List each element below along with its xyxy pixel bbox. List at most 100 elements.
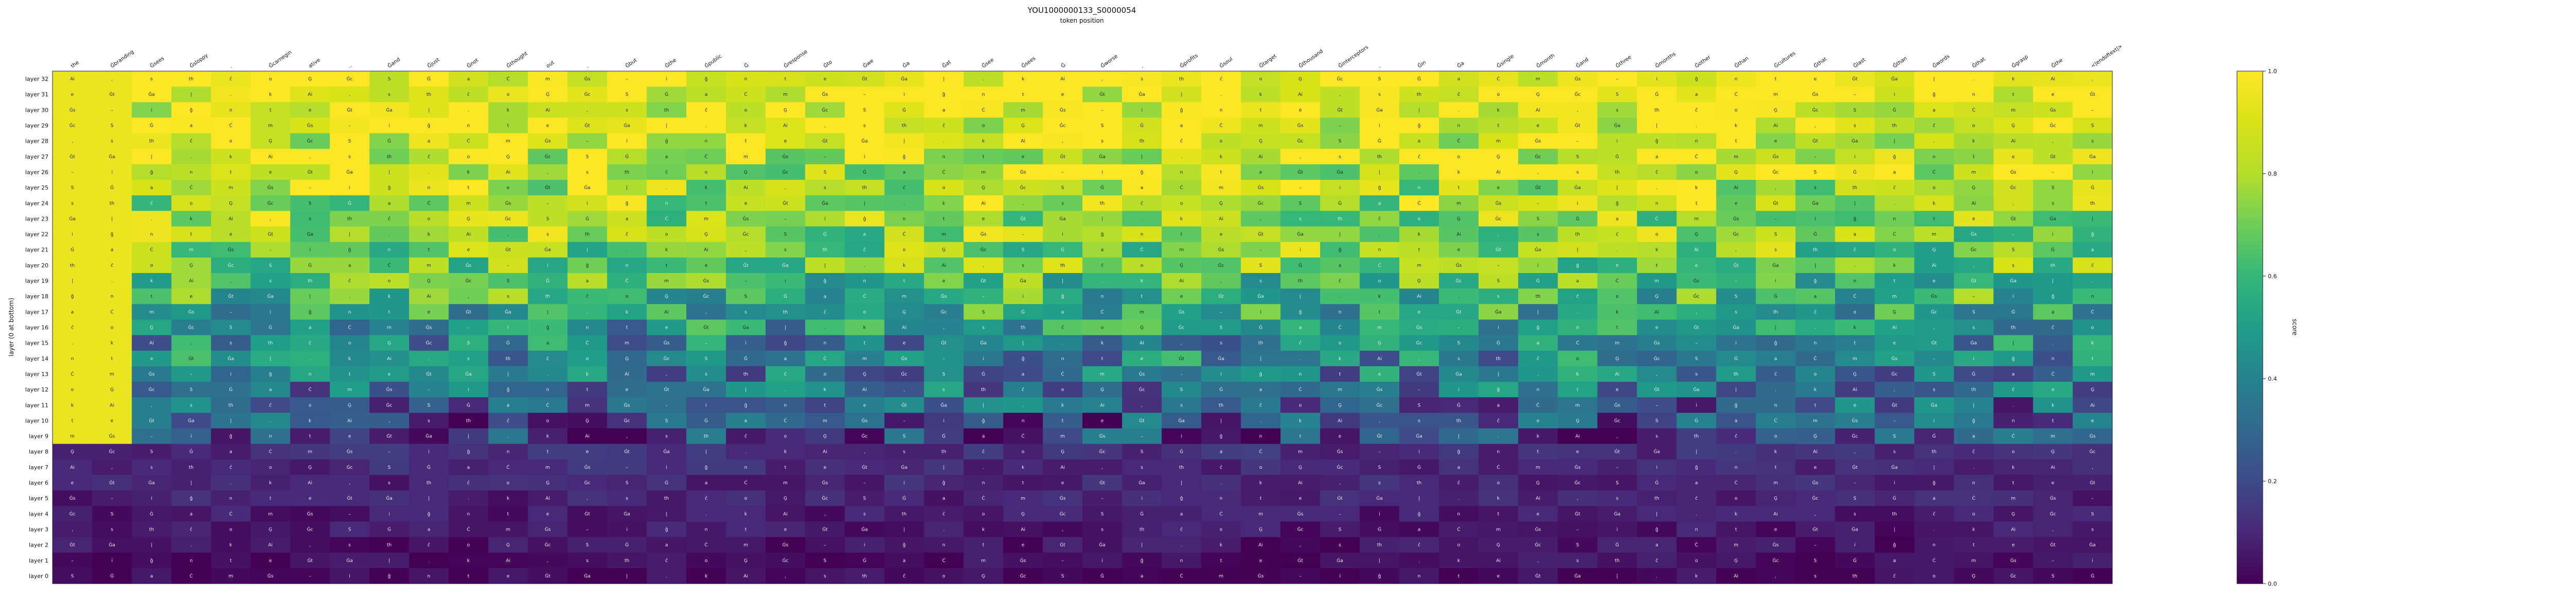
heatmap-cell-label: o [942,185,945,191]
heatmap-cell [1518,257,1558,274]
heatmap-cell-label: m [1496,139,1501,144]
heatmap-cell [726,226,766,243]
heatmap-cell [726,273,766,289]
heatmap-cell-label: i [1498,326,1499,331]
heatmap-cell-label: Ġ [1536,278,1540,284]
heatmap-cell-label: S [2091,512,2094,517]
heatmap-cell-label: e [1458,248,1461,253]
heatmap-cell-label: Ġ [1774,294,1777,299]
heatmap-cell-label: a [71,310,74,315]
heatmap-cell [1478,133,1519,149]
heatmap-cell-label: t [745,527,747,532]
heatmap-cell-label: s [111,527,113,532]
heatmap-cell-label: Ġs [1535,139,1541,144]
heatmap-cell-label: a [1576,279,1579,284]
heatmap-cell-label: Ai [1337,418,1342,423]
heatmap-cell-label: Ģ [823,434,827,439]
heatmap-cell-label: s [1695,372,1698,377]
heatmap-cell-label: Ġt [386,434,392,439]
heatmap-cell [1003,242,1043,258]
heatmap-cell [1716,211,1756,227]
heatmap-cell-label: o [1259,77,1262,82]
heatmap-cell-label: ĝ [942,92,945,97]
heatmap-cell-label: o [1695,558,1698,564]
heatmap-cell-label: t [1418,248,1420,253]
heatmap-cell-label: m [783,481,788,486]
heatmap-cell-label: S [546,216,549,222]
heatmap-cell-label: e [1536,512,1539,517]
heatmap-cell-label: a [1616,216,1619,222]
heatmap-cell-label: k [1695,185,1698,191]
heatmap-cell [647,180,687,196]
heatmap-cell-label: th [1179,465,1184,470]
heatmap-cell [211,257,251,274]
heatmap-cell [448,133,489,149]
heatmap-cell-label: , [1537,170,1539,175]
heatmap-cell [211,117,251,134]
heatmap-cell-label: Ġc [1733,232,1739,237]
heatmap-cell-label: Ġt [1218,294,1224,299]
heatmap-cell-label: Ġ [2011,309,2015,315]
heatmap-cell [2073,211,2113,227]
heatmap-cell-label: m [2090,372,2095,377]
heatmap-cell [1993,117,2033,134]
heatmap-cell [1756,117,1796,134]
heatmap-cell [1320,71,1360,87]
heatmap-cell [686,195,726,211]
heatmap-cell-label: ĝ [1774,341,1777,346]
heatmap-cell-label: – [943,356,945,362]
heatmap-cell-label: S [1101,512,1104,517]
heatmap-cell [1914,180,1954,196]
heatmap-cell-label: , [1656,372,1657,377]
heatmap-cell [1874,71,1915,87]
heatmap-cell-label: m [743,155,748,160]
heatmap-cell-label: Ġs [1297,123,1303,129]
heatmap-cell [1756,164,1796,180]
heatmap-cell-label: t [1062,418,1064,423]
heatmap-cell [1438,226,1479,243]
heatmap-cell-label: t [230,558,232,564]
heatmap-cell-label: k [71,403,74,408]
heatmap-cell [884,195,924,211]
heatmap-cell-label: . [2092,279,2093,284]
heatmap-cell-label: Ģ [1972,185,1975,191]
heatmap-cell-label: Ġ [2091,573,2094,579]
heatmap-cell-label: Ġs [2050,496,2056,501]
heatmap-cell [488,211,529,227]
heatmap-cell-label: Ġa [1178,418,1185,423]
heatmap-cell-label: m [1892,294,1897,299]
heatmap-cell-label: | [1577,248,1579,253]
heatmap-cell [2033,242,2073,258]
heatmap-cell-label: Ai [308,481,312,486]
heatmap-cell [1122,242,1162,258]
heatmap-cell-label: o [2052,387,2055,393]
heatmap-cell-label: ĉ [150,200,153,206]
heatmap-cell [1201,242,1242,258]
heatmap-cell-label: o [1497,92,1500,97]
heatmap-cell-label: s [230,341,232,346]
heatmap-cell-label: Ģ [1694,232,1698,237]
heatmap-cell-label: k [1576,372,1579,377]
heatmap-cell-label: Ġs [1574,465,1581,470]
heatmap-cell-label: Ġa [346,558,353,564]
heatmap-cell-label: t [903,279,905,284]
heatmap-cell-label: ĉ [903,185,906,191]
heatmap-cell-label: S [1655,418,1658,423]
x-tick-label: . [228,64,233,70]
heatmap-cell-label: m [268,512,273,517]
heatmap-cell-label: Ċ [1140,247,1143,253]
heatmap-cell [1438,211,1479,227]
heatmap-cell-label: | [2092,216,2093,222]
heatmap-cell [607,273,647,289]
heatmap-cell-label: Ġt [1733,263,1739,268]
heatmap-cell-label: Ai [942,263,946,268]
heatmap-cell [1320,195,1360,211]
heatmap-cell-label: Ġ [71,247,74,253]
heatmap-cell-label: t [1180,232,1182,237]
heatmap-cell-label: t [1260,108,1262,113]
x-tick-label: Ġand [386,56,401,70]
heatmap-cell-label: s [943,387,945,393]
heatmap-cell-label: Ġt [1258,232,1264,237]
heatmap-cell [1003,133,1043,149]
heatmap-cell [805,180,845,196]
